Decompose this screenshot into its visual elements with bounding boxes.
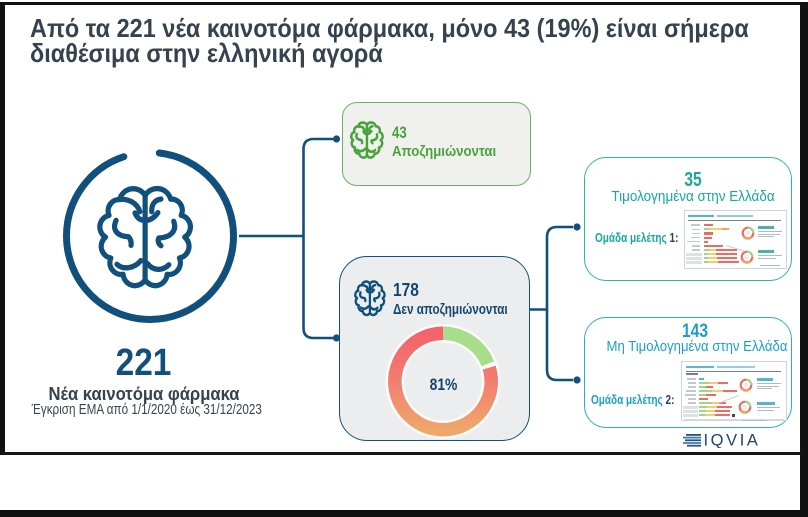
svg-text:IQVIA: IQVIA xyxy=(704,433,761,448)
